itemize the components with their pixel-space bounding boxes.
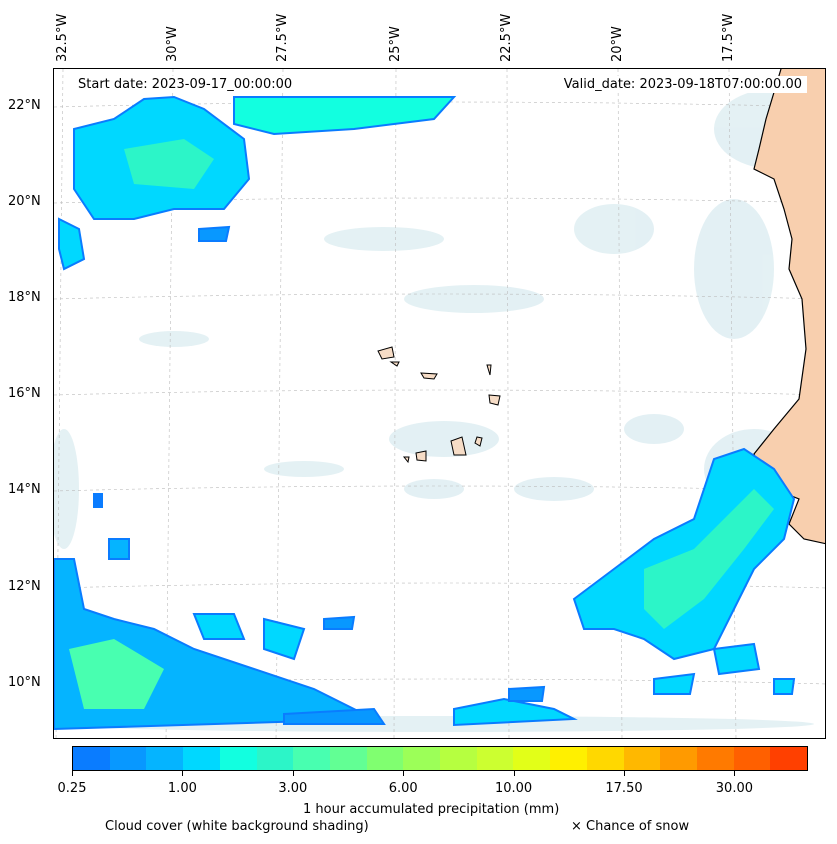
colorbar-segment — [73, 747, 110, 770]
colorbar-tick — [72, 771, 73, 776]
colorbar-segment — [550, 747, 587, 770]
colorbar-tick — [182, 771, 184, 776]
colorbar-segment — [440, 747, 477, 770]
start-date-label: Start date: 2023-09-17_00:00:00 — [73, 76, 298, 93]
colorbar-segment — [329, 747, 367, 770]
colorbar-tick-label: 6.00 — [388, 781, 418, 796]
cape-verde-islands — [377, 346, 501, 464]
colorbar-segment — [256, 747, 294, 770]
colorbar-segment — [476, 747, 514, 770]
colorbar-segment — [623, 747, 661, 770]
lon-label: 22.5°W — [499, 13, 514, 62]
colorbar-segment — [146, 747, 184, 770]
valid-date-label: Valid_date: 2023-09-18T07:00:00.00 — [558, 76, 807, 93]
colorbar-tick-label: 10.00 — [494, 781, 533, 796]
colorbar-segment — [770, 747, 808, 770]
precipitation-areas — [54, 95, 796, 731]
map-canvas — [54, 69, 825, 738]
lon-label: 32.5°W — [55, 13, 70, 62]
lat-label: 18°N — [8, 290, 41, 305]
colorbar-tick — [734, 771, 736, 776]
lon-label: 25°W — [388, 26, 403, 62]
colorbar-tick-label: 1.00 — [167, 781, 197, 796]
colorbar-segment — [183, 747, 220, 770]
colorbar-segment — [366, 747, 404, 770]
colorbar-segment — [696, 747, 734, 770]
land-africa — [753, 69, 825, 545]
colorbar-segment — [109, 747, 147, 770]
colorbar-tick — [403, 771, 405, 776]
colorbar-tick — [624, 771, 625, 776]
lat-label: 14°N — [8, 482, 41, 497]
lat-label: 20°N — [8, 194, 41, 209]
snow-legend: × Chance of snow — [571, 819, 690, 834]
colorbar-segment — [403, 747, 441, 770]
lon-label: 17.5°W — [721, 13, 736, 62]
colorbar-label: 1 hour accumulated precipitation (mm) — [303, 802, 560, 817]
lat-label: 22°N — [8, 98, 41, 113]
colorbar-tick-label: 17.50 — [605, 781, 643, 796]
colorbar-segment — [586, 747, 624, 770]
lat-label: 16°N — [8, 386, 41, 401]
colorbar-segment — [513, 747, 551, 770]
precipitation-colorbar — [72, 746, 808, 771]
colorbar-segment — [660, 747, 697, 770]
colorbar-tick — [292, 771, 294, 776]
lat-label: 12°N — [8, 579, 41, 594]
colorbar-segment — [733, 747, 771, 770]
lon-label: 20°W — [610, 26, 625, 62]
colorbar-tick-label: 3.00 — [278, 781, 308, 796]
cloud-cover-legend: Cloud cover (white background shading) — [105, 819, 369, 834]
lat-label: 10°N — [8, 675, 41, 690]
colorbar-tick — [513, 771, 515, 776]
colorbar-tick-label: 30.00 — [715, 781, 753, 796]
colorbar-tick-label: 0.25 — [57, 781, 87, 796]
lon-label: 30°W — [165, 26, 180, 62]
colorbar-segment — [219, 747, 257, 770]
colorbar-segment — [293, 747, 330, 770]
map-panel — [53, 68, 826, 739]
lon-label: 27.5°W — [275, 13, 290, 62]
